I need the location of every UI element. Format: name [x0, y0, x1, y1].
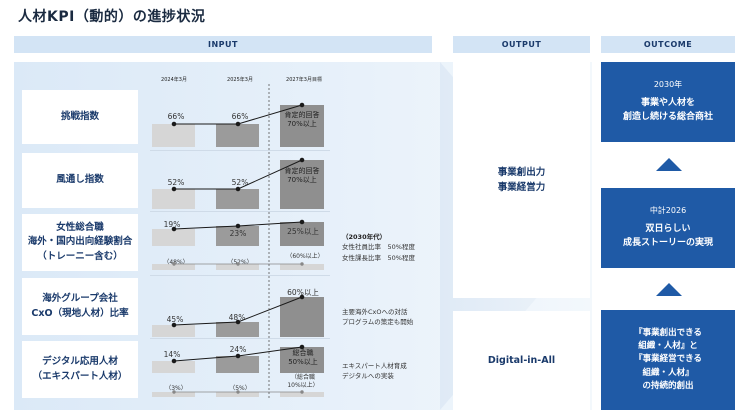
sub-bar-2024 — [152, 264, 195, 270]
output-header: OUTPUT — [453, 36, 590, 53]
sub-bar-2024 — [152, 392, 195, 397]
row-divider — [150, 338, 330, 339]
outcome-2030: 2030年 事業や人材を 創造し続ける総合商社 — [601, 62, 735, 142]
bar-2025 — [216, 189, 259, 209]
target-note: 肯定的回答 70%以上 — [284, 111, 320, 128]
value-2024: 52% — [167, 178, 185, 187]
year-2024-label: 2024年3月 — [161, 77, 187, 83]
bar-2024 — [152, 124, 195, 147]
note-overseas: 主要海外CxOへの対話 プログラムの策定も開始 — [342, 308, 414, 327]
sub-bar-2025 — [216, 392, 259, 397]
outcome-midterm-plan: 中計2026 双日らしい 成長ストーリーの実現 — [601, 188, 735, 268]
value-2024: 45% — [166, 315, 184, 324]
sub-value-2024: （48%） — [163, 259, 189, 266]
value-target: 25%以上 — [287, 227, 319, 236]
year-target-label: 2027年3月目標 — [286, 77, 322, 83]
sub-bar-target — [280, 264, 324, 270]
sub-value-2025: （52%） — [227, 259, 253, 266]
year-2025-label: 2025年3月 — [227, 77, 253, 83]
outcome-header: OUTCOME — [601, 36, 735, 53]
target-note: 総合職 50%以上 — [288, 349, 318, 366]
sub-value-2024: （3%） — [165, 385, 187, 392]
sub-bar-target — [280, 392, 324, 397]
bar-2025 — [216, 356, 259, 373]
row-divider — [150, 275, 330, 276]
sub-value-target: （60%以上） — [286, 253, 324, 260]
row-label-female-ratio: 女性総合職 海外・国内出向経験割合 （トレーニー含む） — [22, 214, 138, 271]
input-header: INPUT — [14, 36, 432, 53]
row-label-openness-index: 風通し指数 — [22, 153, 138, 208]
outcome-sub-label: 2030年 — [653, 80, 683, 90]
row-label-challenge-index: 挑戦指数 — [22, 90, 138, 144]
bar-2025 — [216, 124, 259, 147]
value-2024: 19% — [163, 220, 181, 229]
value-target: 60%以上 — [287, 288, 319, 297]
up-arrow-icon — [656, 158, 682, 171]
bar-2024 — [152, 189, 195, 209]
target-note: 肯定的回答 70%以上 — [284, 167, 320, 184]
value-2025: 52% — [231, 178, 249, 187]
value-2025: 23% — [229, 229, 247, 238]
outcome-main-label: 事業や人材を 創造し続ける総合商社 — [622, 98, 713, 123]
value-2025: 66% — [231, 112, 249, 121]
output-digital-in-all: Digital-in-All — [453, 311, 590, 410]
row-label-overseas-cxo: 海外グループ会社 CxO（現地人材）比率 — [22, 278, 138, 335]
value-2025: 24% — [229, 345, 247, 354]
note-head: （2030年代） — [342, 233, 387, 241]
value-2024: 14% — [163, 350, 181, 359]
row-divider — [150, 150, 330, 151]
bar-target — [280, 297, 324, 337]
value-2025: 48% — [228, 313, 246, 322]
outcome-talent-creation: 『事業創出できる 組織・人材』と 『事業経営できる 組織・人材』 の持続的創出 — [601, 310, 735, 410]
sub-bar-2025 — [216, 264, 259, 270]
bar-2024 — [152, 361, 195, 373]
note-text: 女性社員比率 50%程度 女性課長比率 50%程度 — [342, 243, 415, 262]
up-arrow-icon — [656, 283, 682, 296]
bar-2024 — [152, 325, 195, 337]
outcome-sub-label: 中計2026 — [649, 206, 687, 216]
output-business-power: 事業創出力 事業経営力 — [453, 62, 590, 298]
outcome-main-label: 双日らしい 成長ストーリーの実現 — [622, 224, 713, 249]
bar-2025 — [216, 322, 259, 337]
sub-value-target: （総合職 10%以上） — [287, 374, 319, 389]
bar-2025 — [216, 226, 259, 246]
sub-value-2025: （5%） — [229, 385, 251, 392]
note-female: （2030年代） 女性社員比率 50%程度 女性課長比率 50%程度 — [342, 232, 415, 263]
value-2024: 66% — [167, 112, 185, 121]
note-digital: エキスパート人材育成 デジタルへの実装 — [342, 362, 407, 381]
page-title: 人材KPI（動的）の進捗状況 — [18, 9, 206, 25]
outcome-main-label: 『事業創出できる 組織・人材』と 『事業経営できる 組織・人材』 の持続的創出 — [634, 328, 702, 391]
bar-2024 — [152, 229, 195, 246]
row-label-digital-talent: デジタル応用人材 （エキスパート人材） — [22, 341, 138, 398]
row-divider — [150, 211, 330, 212]
